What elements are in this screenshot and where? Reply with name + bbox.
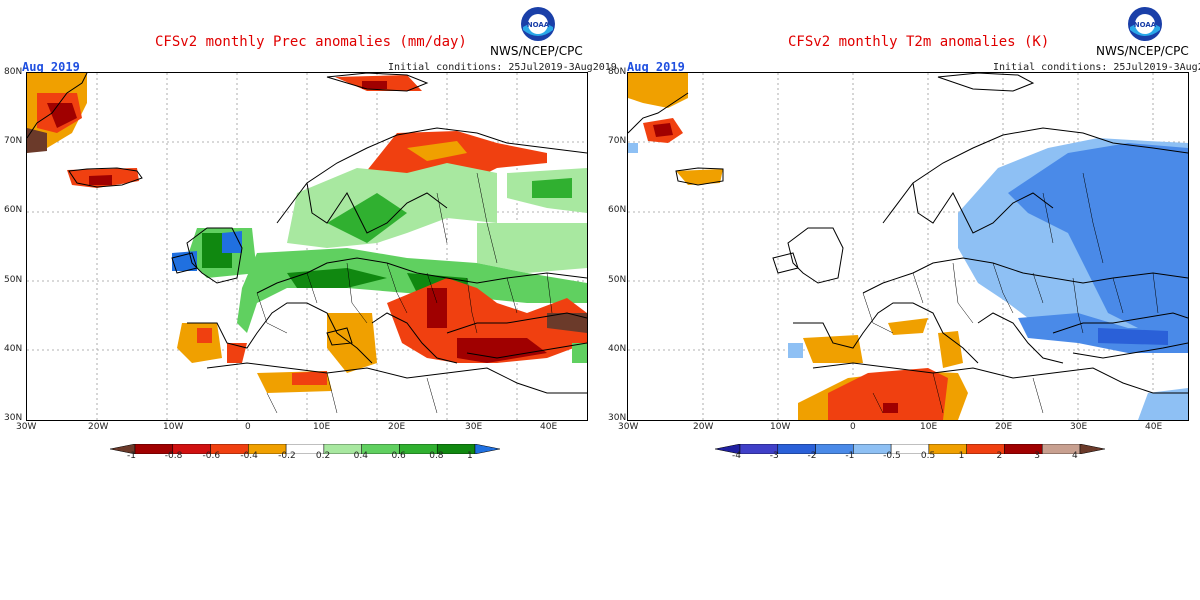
- colorbar-tick-label: 3: [1034, 451, 1040, 461]
- prec-lon-label: 20W: [88, 422, 109, 432]
- colorbar-tick-label: -1: [845, 451, 855, 461]
- prec-lat-label: 60N: [4, 205, 23, 215]
- colorbar-tick-label: 0.4: [353, 451, 368, 461]
- t2m-title: CFSv2 monthly T2m anomalies (K): [788, 34, 1050, 50]
- colorbar-tick-label: 1: [958, 451, 965, 461]
- prec-colorbar-svg: [109, 443, 501, 455]
- t2m-lon-label: 30E: [1070, 422, 1088, 432]
- colorbar-tick-label: -0.4: [240, 451, 258, 461]
- colorbar-tick-label: 0.5: [920, 451, 936, 461]
- colorbar-tick-label: -0.2: [278, 451, 296, 461]
- t2m-lat-label: 40N: [608, 344, 627, 354]
- prec-lat-label: 40N: [4, 344, 23, 354]
- t2m-colorbar: [714, 439, 1106, 455]
- prec-lon-label: 40E: [540, 422, 558, 432]
- prec-month: Aug 2019: [22, 60, 80, 74]
- prec-lat-label: 70N: [4, 136, 23, 146]
- t2m-lon-label: 0: [850, 422, 856, 432]
- noaa-logo-icon: NOAA: [1127, 6, 1163, 42]
- prec-lat-label: 80N: [4, 67, 23, 77]
- svg-text:NOAA: NOAA: [1134, 21, 1157, 29]
- colorbar-tick-label: -0.5: [883, 451, 901, 461]
- prec-map: [26, 72, 588, 421]
- colorbar-tick-label: -1: [127, 451, 136, 461]
- prec-agency: NWS/NCEP/CPC: [490, 44, 583, 58]
- colorbar-tick-label: -4: [732, 451, 741, 461]
- t2m-lon-label: 40E: [1145, 422, 1163, 432]
- colorbar-tick-label: -3: [769, 451, 779, 461]
- colorbar-tick-label: 0.8: [429, 451, 444, 461]
- noaa-logo-icon: NOAA: [520, 6, 556, 42]
- colorbar-tick-label: 0.2: [315, 451, 331, 461]
- t2m-lat-label: 70N: [608, 136, 627, 146]
- prec-initial-conditions: Initial conditions: 25Jul2019-3Aug2019: [388, 62, 617, 73]
- prec-lon-label: 0: [245, 422, 251, 432]
- prec-colorbar: [109, 439, 501, 455]
- t2m-anomaly-panel: CFSv2 monthly T2m anomalies (K) NOAA NWS…: [600, 0, 1200, 470]
- t2m-map: [627, 72, 1189, 421]
- colorbar-segment: [474, 443, 501, 455]
- svg-text:NOAA: NOAA: [527, 21, 550, 29]
- prec-lat-label: 30N: [4, 413, 23, 423]
- t2m-lon-label: 20W: [693, 422, 714, 432]
- colorbar-tick-label: -0.6: [202, 451, 221, 461]
- prec-anomaly-panel: CFSv2 monthly Prec anomalies (mm/day) NO…: [0, 0, 617, 470]
- t2m-lon-label: 10E: [920, 422, 938, 432]
- prec-title: CFSv2 monthly Prec anomalies (mm/day): [155, 34, 467, 50]
- t2m-initial-conditions: Initial conditions: 25Jul2019-3Aug2019: [993, 62, 1200, 73]
- prec-lon-label: 20E: [388, 422, 406, 432]
- colorbar-tick-label: -2: [807, 451, 817, 461]
- t2m-lon-label: 30W: [618, 422, 639, 432]
- colorbar-tick-label: -0.8: [164, 451, 183, 461]
- colorbar-segment: [1079, 443, 1106, 455]
- t2m-lon-label: 20E: [995, 422, 1013, 432]
- t2m-lat-label: 60N: [608, 205, 627, 215]
- t2m-month: Aug 2019: [627, 60, 685, 74]
- colorbar-tick-label: 0.6: [391, 451, 406, 461]
- t2m-lat-label: 50N: [608, 275, 627, 285]
- t2m-colorbar-svg: [714, 443, 1106, 455]
- prec-lon-label: 30W: [16, 422, 37, 432]
- t2m-map-svg: [628, 73, 1188, 420]
- prec-map-svg: [27, 73, 587, 420]
- t2m-lat-label: 30N: [608, 413, 627, 423]
- prec-lon-label: 30E: [465, 422, 483, 432]
- colorbar-tick-label: 2: [996, 451, 1003, 461]
- prec-lon-label: 10W: [163, 422, 184, 432]
- t2m-agency: NWS/NCEP/CPC: [1096, 44, 1189, 58]
- prec-lat-label: 50N: [4, 275, 23, 285]
- colorbar-tick-label: 4: [1072, 451, 1078, 461]
- t2m-lat-label: 80N: [608, 67, 627, 77]
- prec-lon-label: 10E: [313, 422, 331, 432]
- colorbar-tick-label: 1: [467, 451, 473, 461]
- t2m-lon-label: 10W: [770, 422, 791, 432]
